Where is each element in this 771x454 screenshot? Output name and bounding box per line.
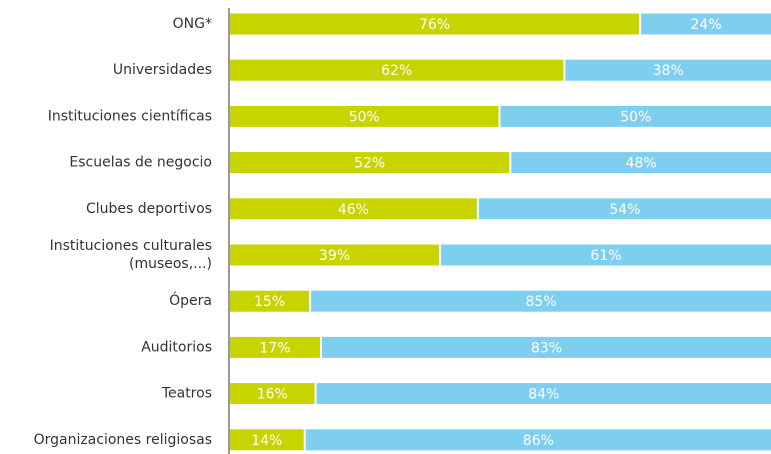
value-label: 15% (254, 294, 285, 310)
bar-segment (230, 198, 477, 220)
bar-segment (311, 290, 771, 312)
y-tick-label: Auditorios (141, 339, 212, 355)
bar-segment (230, 429, 304, 451)
bar-segment (230, 290, 310, 312)
bar-segment (230, 336, 320, 358)
y-tick-label: Instituciones científicas (48, 108, 212, 124)
bar-segment (321, 336, 771, 358)
value-label: 14% (251, 433, 282, 449)
value-label: 39% (319, 248, 350, 264)
bar-segment (230, 105, 499, 127)
value-label: 48% (626, 156, 657, 172)
bar-segment (230, 383, 315, 405)
bar-segment (500, 105, 771, 127)
bar-segment (230, 152, 510, 174)
bar-segment (440, 244, 771, 266)
value-label: 62% (381, 63, 412, 79)
y-tick-label: Organizaciones religiosas (34, 432, 212, 448)
bar-segment (305, 429, 771, 451)
y-tick-label: ONG* (173, 16, 212, 32)
value-label: 16% (257, 387, 288, 403)
y-tick-label: Universidades (113, 62, 212, 78)
bar-segment (565, 59, 771, 81)
value-label: 76% (419, 17, 450, 33)
y-tick-label: Ópera (169, 291, 212, 309)
value-label: 84% (528, 387, 559, 403)
bar-segment (230, 59, 564, 81)
value-label: 54% (609, 202, 640, 218)
value-label: 24% (691, 17, 722, 33)
value-label: 52% (354, 156, 385, 172)
value-label: 17% (259, 340, 290, 356)
y-tick-label: Clubes deportivos (86, 201, 212, 217)
bar-segment (478, 198, 771, 220)
y-tick-label: Escuelas de negocio (69, 155, 212, 171)
value-label: 86% (523, 433, 554, 449)
bar-segment (230, 244, 439, 266)
y-tick-label: Teatros (161, 386, 212, 402)
bar-segment (511, 152, 771, 174)
value-label: 61% (590, 248, 621, 264)
value-label: 46% (338, 202, 369, 218)
value-label: 85% (526, 294, 557, 310)
bar-segment (641, 13, 771, 35)
y-tick-label: Instituciones culturales (museos,...) (50, 238, 212, 272)
bar-segment (230, 13, 640, 35)
value-label: 50% (620, 109, 651, 125)
bar-segment (316, 383, 771, 405)
value-label: 50% (349, 109, 380, 125)
value-label: 83% (531, 340, 562, 356)
value-label: 38% (653, 63, 684, 79)
